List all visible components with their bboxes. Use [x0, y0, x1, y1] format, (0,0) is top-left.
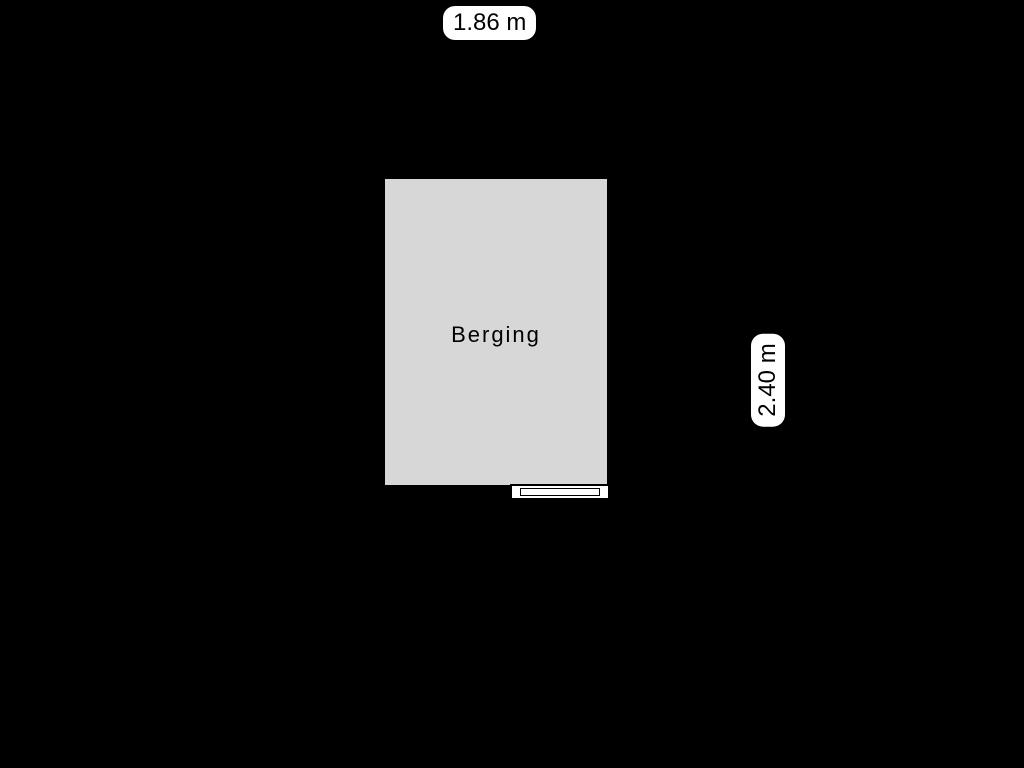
dimension-width-label: 1.86 m: [443, 6, 536, 40]
door: [510, 484, 610, 500]
floorplan-canvas: Berging 1.86 m 2.40 m: [0, 0, 1024, 768]
door-panel: [520, 488, 600, 496]
dimension-height-label: 2.40 m: [751, 333, 785, 426]
room-label: Berging: [373, 322, 619, 348]
